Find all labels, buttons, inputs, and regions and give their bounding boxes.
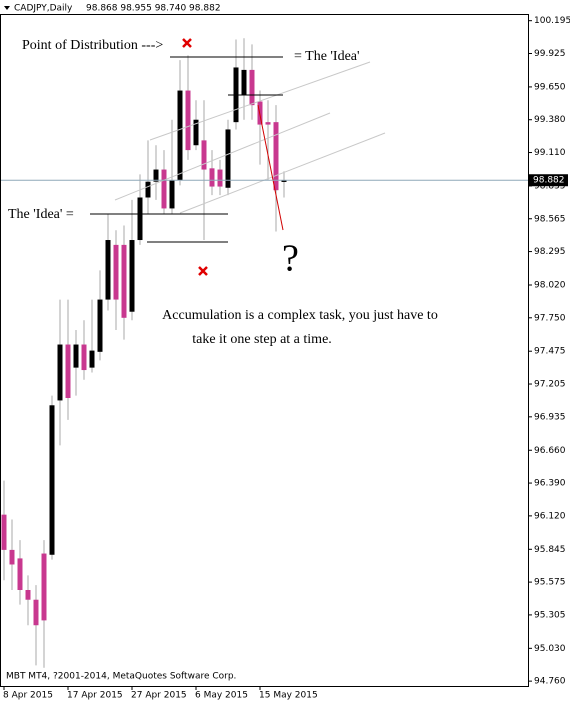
candle-body	[25, 590, 31, 600]
candle-body	[161, 169, 167, 209]
candle-body	[281, 180, 287, 182]
x-tick-label: 15 May 2015	[259, 691, 318, 701]
x-tick-label: 27 Apr 2015	[131, 691, 187, 701]
x-marker	[198, 266, 208, 276]
header-ohlc: 98.868 98.955 98.740 98.882	[86, 4, 221, 14]
header-icon	[4, 6, 10, 10]
channel-line	[114, 112, 331, 201]
annotation: = The 'Idea'	[294, 49, 360, 64]
candle-body	[129, 240, 135, 312]
annotation: The 'Idea' =	[8, 207, 74, 222]
candle-body	[177, 90, 183, 181]
candle-body	[241, 69, 247, 96]
annotation: take it one step at a time.	[192, 332, 332, 347]
candle-body	[145, 181, 151, 198]
candle-body	[225, 129, 231, 188]
y-tick-label: 98.295	[534, 247, 566, 257]
candle-body	[113, 244, 119, 300]
candle-body	[169, 180, 175, 209]
y-tick-label: 99.925	[534, 49, 566, 59]
y-tick-label: 95.575	[534, 578, 566, 588]
x-tick-label: 6 May 2015	[195, 691, 248, 701]
candle-body	[9, 549, 15, 565]
y-tick-label: 99.110	[534, 148, 566, 158]
y-tick-label: 97.475	[534, 347, 566, 357]
candle-body	[65, 344, 71, 398]
drawings	[90, 38, 386, 276]
candle-body	[217, 169, 223, 187]
header-symbol: CADJPY,Daily	[14, 4, 73, 14]
y-tick-label: 98.835	[534, 181, 566, 191]
candle-body	[1, 514, 7, 550]
channel-line	[149, 61, 371, 141]
footer: MBT MT4, ?2001-2014, MetaQuotes Software…	[6, 672, 236, 682]
red-line	[257, 104, 284, 231]
current-price-label: 98.882	[533, 176, 565, 186]
current-price-box	[529, 174, 568, 187]
y-tick-label: 94.760	[534, 677, 566, 687]
y-tick-label: 95.305	[534, 610, 566, 620]
candle-body	[121, 244, 127, 318]
channel-line	[179, 132, 386, 214]
candle-body	[153, 169, 159, 182]
plot-frame	[0, 14, 529, 687]
y-tick-label: 96.660	[534, 446, 566, 456]
candle-body	[33, 599, 39, 626]
candle-body	[137, 197, 143, 241]
y-tick-label: 95.845	[534, 545, 566, 555]
candle-body	[105, 240, 111, 300]
x-tick-label: 17 Apr 2015	[67, 691, 123, 701]
y-tick-label: 95.030	[534, 644, 566, 654]
y-tick-label: 98.565	[534, 214, 566, 224]
candle-body	[273, 122, 279, 191]
candle-body	[201, 140, 207, 170]
candle-body	[81, 344, 87, 371]
y-tick-label: 99.650	[534, 82, 566, 92]
annotation: Accumulation is a complex task, you just…	[162, 308, 438, 323]
candle-body	[185, 90, 191, 151]
candle-body	[249, 69, 255, 106]
candle-body	[97, 299, 103, 352]
plot	[1, 38, 287, 668]
candle-body	[89, 350, 95, 368]
y-tick-label: 96.935	[534, 412, 566, 422]
y-tick-label: 96.120	[534, 511, 566, 521]
candle-body	[17, 558, 23, 590]
y-tick-label: 96.390	[534, 479, 566, 489]
candle-body	[73, 344, 79, 368]
candle-body	[41, 553, 47, 621]
y-tick-label: 97.750	[534, 313, 566, 323]
annotation: Point of Distribution --->	[22, 38, 163, 53]
candle-body	[265, 122, 271, 125]
x-marker	[182, 38, 192, 48]
candle-body	[49, 405, 55, 555]
candle-body	[57, 344, 63, 401]
candle-body	[193, 119, 199, 146]
annotation: ?	[282, 238, 299, 280]
x-tick-label: 8 Apr 2015	[3, 691, 53, 701]
candle-body	[209, 168, 215, 187]
y-tick-label: 98.020	[534, 280, 566, 290]
y-tick-label: 100.195	[534, 16, 570, 26]
y-tick-label: 99.380	[534, 115, 566, 125]
y-tick-label: 97.205	[534, 380, 566, 390]
